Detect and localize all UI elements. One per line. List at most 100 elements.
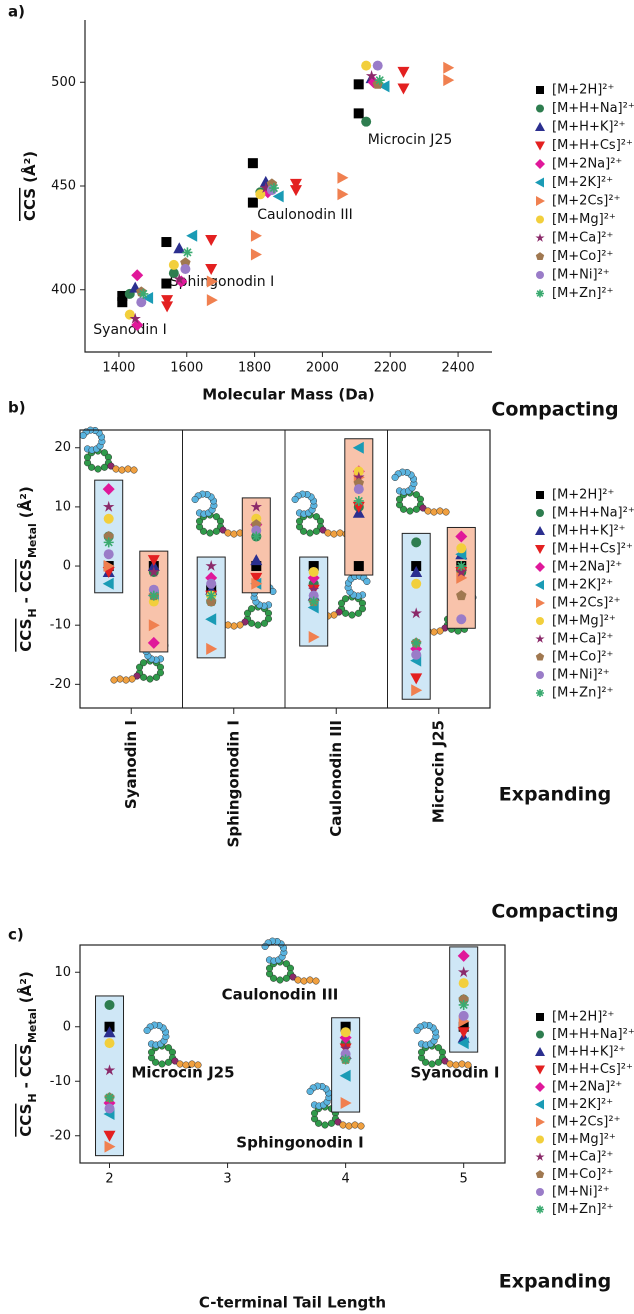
legend-marker — [536, 1030, 544, 1039]
marker — [103, 1064, 116, 1076]
marker — [397, 66, 410, 78]
legend-marker — [535, 159, 545, 169]
panel-label: a) — [8, 3, 25, 21]
marker — [457, 949, 470, 962]
marker — [458, 999, 469, 1010]
bead — [436, 627, 444, 635]
marker — [457, 966, 470, 978]
marker — [353, 495, 364, 506]
marker — [148, 619, 160, 632]
bead — [464, 1061, 472, 1069]
legend-label: [M+2K]²⁺ — [552, 175, 613, 190]
x-tick-label: 5 — [460, 1172, 468, 1187]
marker — [340, 1021, 351, 1032]
marker — [289, 178, 302, 190]
legend-label: [M+Mg]²⁺ — [552, 212, 616, 227]
x-tick-label: 1800 — [238, 361, 271, 376]
bead — [112, 465, 120, 473]
marker — [268, 183, 279, 194]
y-label-part: H — [26, 1093, 39, 1102]
legend-marker — [535, 1047, 545, 1056]
marker — [206, 294, 218, 307]
marker — [353, 484, 364, 495]
legend-label: [M+Mg]²⁺ — [552, 1132, 616, 1147]
bead — [363, 577, 371, 586]
y-label-part: - — [17, 597, 35, 603]
plot-frame — [79, 944, 506, 1164]
annotation: Syanodin I — [93, 322, 166, 338]
bead — [348, 611, 356, 619]
legend-label: [M+H+Cs]²⁺ — [552, 1062, 633, 1077]
marker — [103, 560, 115, 573]
bead — [428, 1060, 436, 1068]
bead — [306, 1087, 314, 1096]
legend-label: [M+H+K]²⁺ — [552, 1045, 626, 1060]
x-tick-label: 2 — [105, 1172, 113, 1187]
marker — [173, 273, 185, 285]
bead — [224, 529, 232, 537]
legend-marker — [536, 491, 544, 499]
legend-marker — [536, 617, 544, 625]
marker — [206, 642, 218, 655]
bead — [336, 529, 344, 537]
legend-label: [M+Zn]²⁺ — [552, 686, 613, 701]
bead — [152, 673, 161, 681]
marker — [374, 75, 385, 86]
marker — [307, 583, 320, 595]
marker — [102, 500, 115, 512]
annotation: Syanodin I — [410, 1064, 499, 1082]
marker — [205, 560, 217, 571]
marker — [397, 83, 410, 95]
marker — [250, 500, 263, 512]
bead — [135, 663, 144, 671]
peptide-cartoon — [191, 490, 250, 538]
legend-label: [M+Ni]²⁺ — [552, 268, 610, 283]
bead — [230, 530, 238, 538]
marker — [250, 248, 262, 261]
bead — [100, 463, 109, 471]
y-label-part: Metal — [26, 523, 39, 558]
marker — [182, 247, 193, 258]
legend-marker — [536, 689, 544, 697]
legend-label: [M+2Na]²⁺ — [552, 1080, 622, 1095]
bead — [452, 1061, 460, 1069]
marker — [456, 590, 467, 601]
y-tick-label: 10 — [54, 499, 71, 514]
marker — [250, 572, 263, 584]
bead — [412, 505, 421, 513]
legend-marker — [536, 1188, 544, 1196]
bead — [300, 977, 308, 985]
bead — [110, 676, 118, 684]
marker — [443, 74, 455, 87]
bead — [299, 527, 308, 535]
bead — [79, 431, 87, 440]
y-label-part: (Å²) — [20, 151, 39, 183]
y-label-part: CCS — [17, 559, 35, 592]
legend-marker — [536, 1013, 544, 1021]
bead — [354, 609, 363, 617]
marker — [180, 257, 191, 268]
legend-label: [M+2Na]²⁺ — [552, 560, 622, 575]
legend-marker — [535, 652, 545, 661]
marker — [410, 673, 423, 685]
marker — [136, 297, 147, 308]
bead — [194, 1061, 202, 1069]
bead — [391, 473, 399, 482]
marker — [411, 649, 422, 660]
marker — [147, 555, 160, 567]
marker — [456, 614, 467, 625]
peptide-cartoon — [391, 468, 450, 516]
bead — [436, 507, 444, 515]
bead — [191, 495, 199, 504]
bead — [100, 449, 109, 457]
bead — [339, 1121, 347, 1129]
y-tick-label: -10 — [50, 618, 71, 633]
bead — [442, 508, 450, 516]
legend-marker — [536, 271, 544, 279]
bead — [143, 1026, 151, 1035]
legend-marker — [536, 215, 544, 224]
y-tick-label: 0 — [63, 1019, 71, 1034]
marker — [205, 264, 218, 275]
legend-label: [M+2H]²⁺ — [552, 83, 614, 98]
